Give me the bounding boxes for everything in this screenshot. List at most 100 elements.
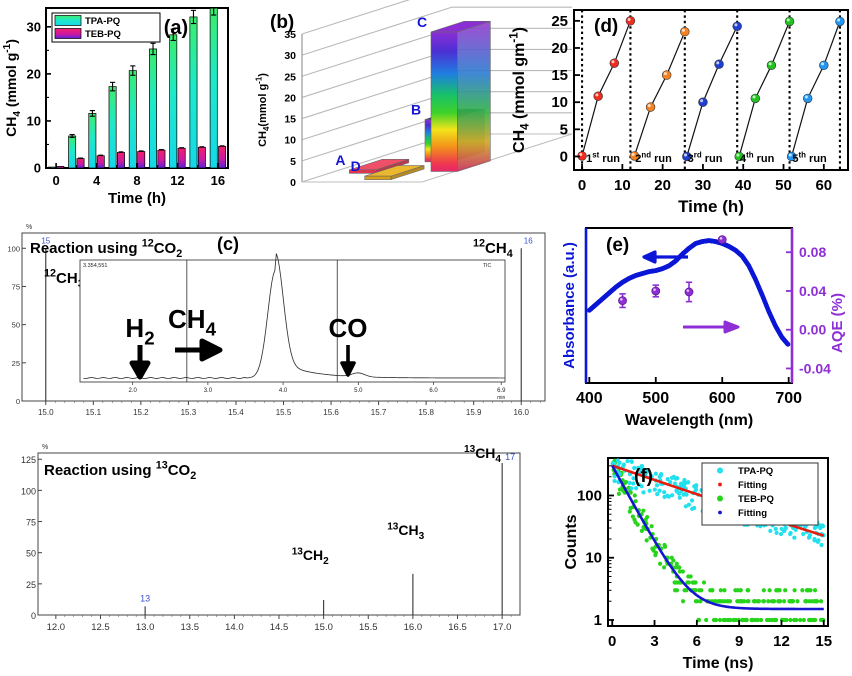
arrow-down-h2 xyxy=(129,345,151,380)
legend-box-f xyxy=(701,462,819,526)
unit-percent-top: % xyxy=(26,224,32,231)
pl-point xyxy=(813,599,818,604)
run-line-4th run xyxy=(738,21,791,157)
panel-b-ytick-30: 30 xyxy=(284,50,296,62)
assign-13ch3: 13CH3 xyxy=(387,521,424,542)
panel-d-ylabel: CH4 (mmol gm-1) xyxy=(508,27,531,153)
anno-ch4: CH4 xyxy=(168,304,217,339)
pl-point xyxy=(783,588,788,593)
bar-tpa-14 xyxy=(189,16,198,169)
legend-label-0-TPA-PQ: TPA-PQ xyxy=(738,466,773,477)
panel-b-ytick-10: 10 xyxy=(284,135,296,147)
panel-d-xtick-20: 20 xyxy=(654,177,671,194)
bar-tpa-16 xyxy=(209,7,218,169)
pl-point xyxy=(772,617,778,623)
bar-teb-6 xyxy=(117,152,125,169)
panel-b-ytick-35: 35 xyxy=(284,29,296,41)
xtick-label: 4 xyxy=(93,173,101,188)
c-top-xtick-15.5: 15.5 xyxy=(276,408,292,417)
pl-point xyxy=(688,574,693,579)
point-2nd run-3 xyxy=(680,26,690,37)
aqe-highlight xyxy=(653,288,656,291)
pl-point xyxy=(669,475,675,480)
c-bot-xtick-15.0: 15.0 xyxy=(314,622,333,633)
pl-point xyxy=(803,599,808,604)
legend-label-TPA-PQ: TPA-PQ xyxy=(85,16,120,27)
panel-b-ytick-0: 0 xyxy=(290,177,296,189)
c-top-ytick-100: 100 xyxy=(7,244,20,253)
panel-b-tag: (b) xyxy=(270,12,294,33)
pl-point xyxy=(677,569,683,574)
c-bot-ytick-25: 25 xyxy=(26,580,36,590)
pl-point xyxy=(673,580,679,585)
aqe-point-3 xyxy=(717,235,727,245)
pl-point xyxy=(778,531,784,537)
pl-point xyxy=(638,467,643,472)
pl-point xyxy=(630,514,635,519)
c-bot-ytick-75: 75 xyxy=(26,518,36,528)
bar3d-label-B: B xyxy=(411,102,421,118)
panel-e-plot: 400 500 600 700 -0.04 0.00 0.04 0.08 Wavelength … xyxy=(561,227,846,429)
pl-point xyxy=(788,530,793,536)
panel-d-xtick-50: 50 xyxy=(775,177,792,194)
grid-line-6 xyxy=(301,6,572,56)
pl-point xyxy=(639,528,644,533)
pl-point xyxy=(639,484,644,489)
plot-frame-e xyxy=(585,227,793,384)
panel-b-ylabel: CH4(mmol g-1) xyxy=(254,73,271,147)
c-bot-ytick-100: 100 xyxy=(21,486,36,496)
gc-unit: min xyxy=(497,395,505,401)
point-highlight xyxy=(627,17,631,21)
pl-point xyxy=(808,617,813,623)
c-bot-xtick-12.0: 12.0 xyxy=(47,622,66,633)
point-highlight xyxy=(631,152,635,156)
point-highlight xyxy=(595,93,599,97)
c-bot-xtick-12.5: 12.5 xyxy=(91,622,110,633)
point-4th run-2 xyxy=(766,60,777,71)
c-bot-xtick-16.5: 16.5 xyxy=(448,622,467,633)
panel-a-tag: (a) xyxy=(164,17,188,39)
pl-point xyxy=(766,599,771,604)
bar-teb-14 xyxy=(197,146,206,169)
pl-point xyxy=(629,486,634,491)
c-top-xtick-15.4: 15.4 xyxy=(228,408,244,417)
pl-point xyxy=(643,517,648,522)
legend-swatch-TPA-PQ xyxy=(54,15,82,26)
panel-e-xlabel: Wavelength (nm) xyxy=(625,412,753,429)
pl-point xyxy=(697,588,702,593)
panel-e-y2tick-0.08: 0.08 xyxy=(799,244,826,260)
pl-point xyxy=(649,474,654,479)
legend-label-3-Fitting: Fitting xyxy=(738,508,767,519)
point-3rd run-3 xyxy=(732,21,742,31)
pl-point xyxy=(684,588,689,593)
pl-point xyxy=(662,490,667,495)
panel-f-xtick-12: 12 xyxy=(773,633,790,650)
point-highlight xyxy=(736,153,740,157)
mz-label-15: 15 xyxy=(41,236,50,245)
pl-point xyxy=(669,493,675,498)
pl-point xyxy=(704,617,709,623)
pl-point xyxy=(666,494,671,499)
c-top-heading: Reaction using 12CO2 xyxy=(30,238,182,261)
pl-point xyxy=(800,588,805,593)
panel-f-xlabel: Time (ns) xyxy=(683,655,754,672)
pl-point xyxy=(610,461,615,466)
pl-point xyxy=(745,588,750,593)
c-bot-xtick-16.0: 16.0 xyxy=(404,622,423,633)
point-1st run-2 xyxy=(609,58,619,68)
point-highlight xyxy=(837,18,841,22)
pl-point xyxy=(768,528,773,533)
pl-point xyxy=(684,492,689,497)
panel-e-xtick-600: 600 xyxy=(709,390,736,407)
pl-point xyxy=(807,533,813,538)
pl-point xyxy=(657,474,662,479)
panel-a-ylabel: CH4 (mmol g-1) xyxy=(2,39,23,137)
unit-percent-bottom: % xyxy=(42,444,48,451)
c-bot-ytick-0: 0 xyxy=(31,611,36,621)
point-highlight xyxy=(700,99,704,103)
panel-f-xtick-3: 3 xyxy=(650,633,658,650)
panel-d-xtick-30: 30 xyxy=(695,177,712,194)
c-top-xtick-15.0: 15.0 xyxy=(38,408,54,417)
bar3d-label-D: D xyxy=(351,158,361,174)
panel-f-plot: 0 3 6 9 12 15 1 10 100 TPA-PQ Fitting TEB-PQ Fitting… xyxy=(563,457,832,672)
